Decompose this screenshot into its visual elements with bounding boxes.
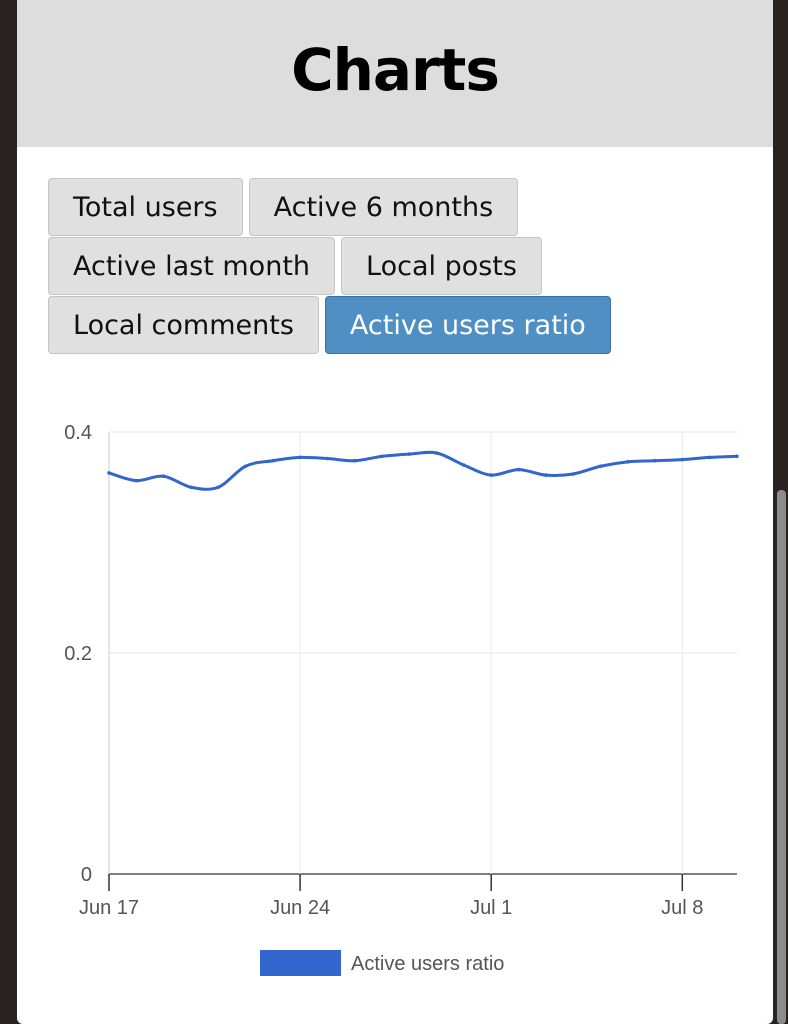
- active-6-months-button[interactable]: Active 6 months: [248, 178, 519, 236]
- button-row-2: Active last month Local posts: [48, 237, 648, 295]
- button-row-1: Total users Active 6 months: [48, 178, 648, 236]
- charts-panel: Charts Total users Active 6 months Activ…: [17, 0, 773, 1024]
- active-users-ratio-button[interactable]: Active users ratio: [324, 296, 611, 354]
- local-posts-button[interactable]: Local posts: [341, 237, 542, 295]
- total-users-button[interactable]: Total users: [48, 178, 243, 236]
- scrollbar[interactable]: [777, 490, 786, 1024]
- local-comments-button[interactable]: Local comments: [48, 296, 319, 354]
- page-title: Charts: [291, 35, 500, 104]
- button-row-3: Local comments Active users ratio: [48, 296, 648, 354]
- chart-selector: Total users Active 6 months Active last …: [48, 178, 648, 355]
- panel-header: Charts: [17, 0, 773, 147]
- active-last-month-button[interactable]: Active last month: [48, 237, 336, 295]
